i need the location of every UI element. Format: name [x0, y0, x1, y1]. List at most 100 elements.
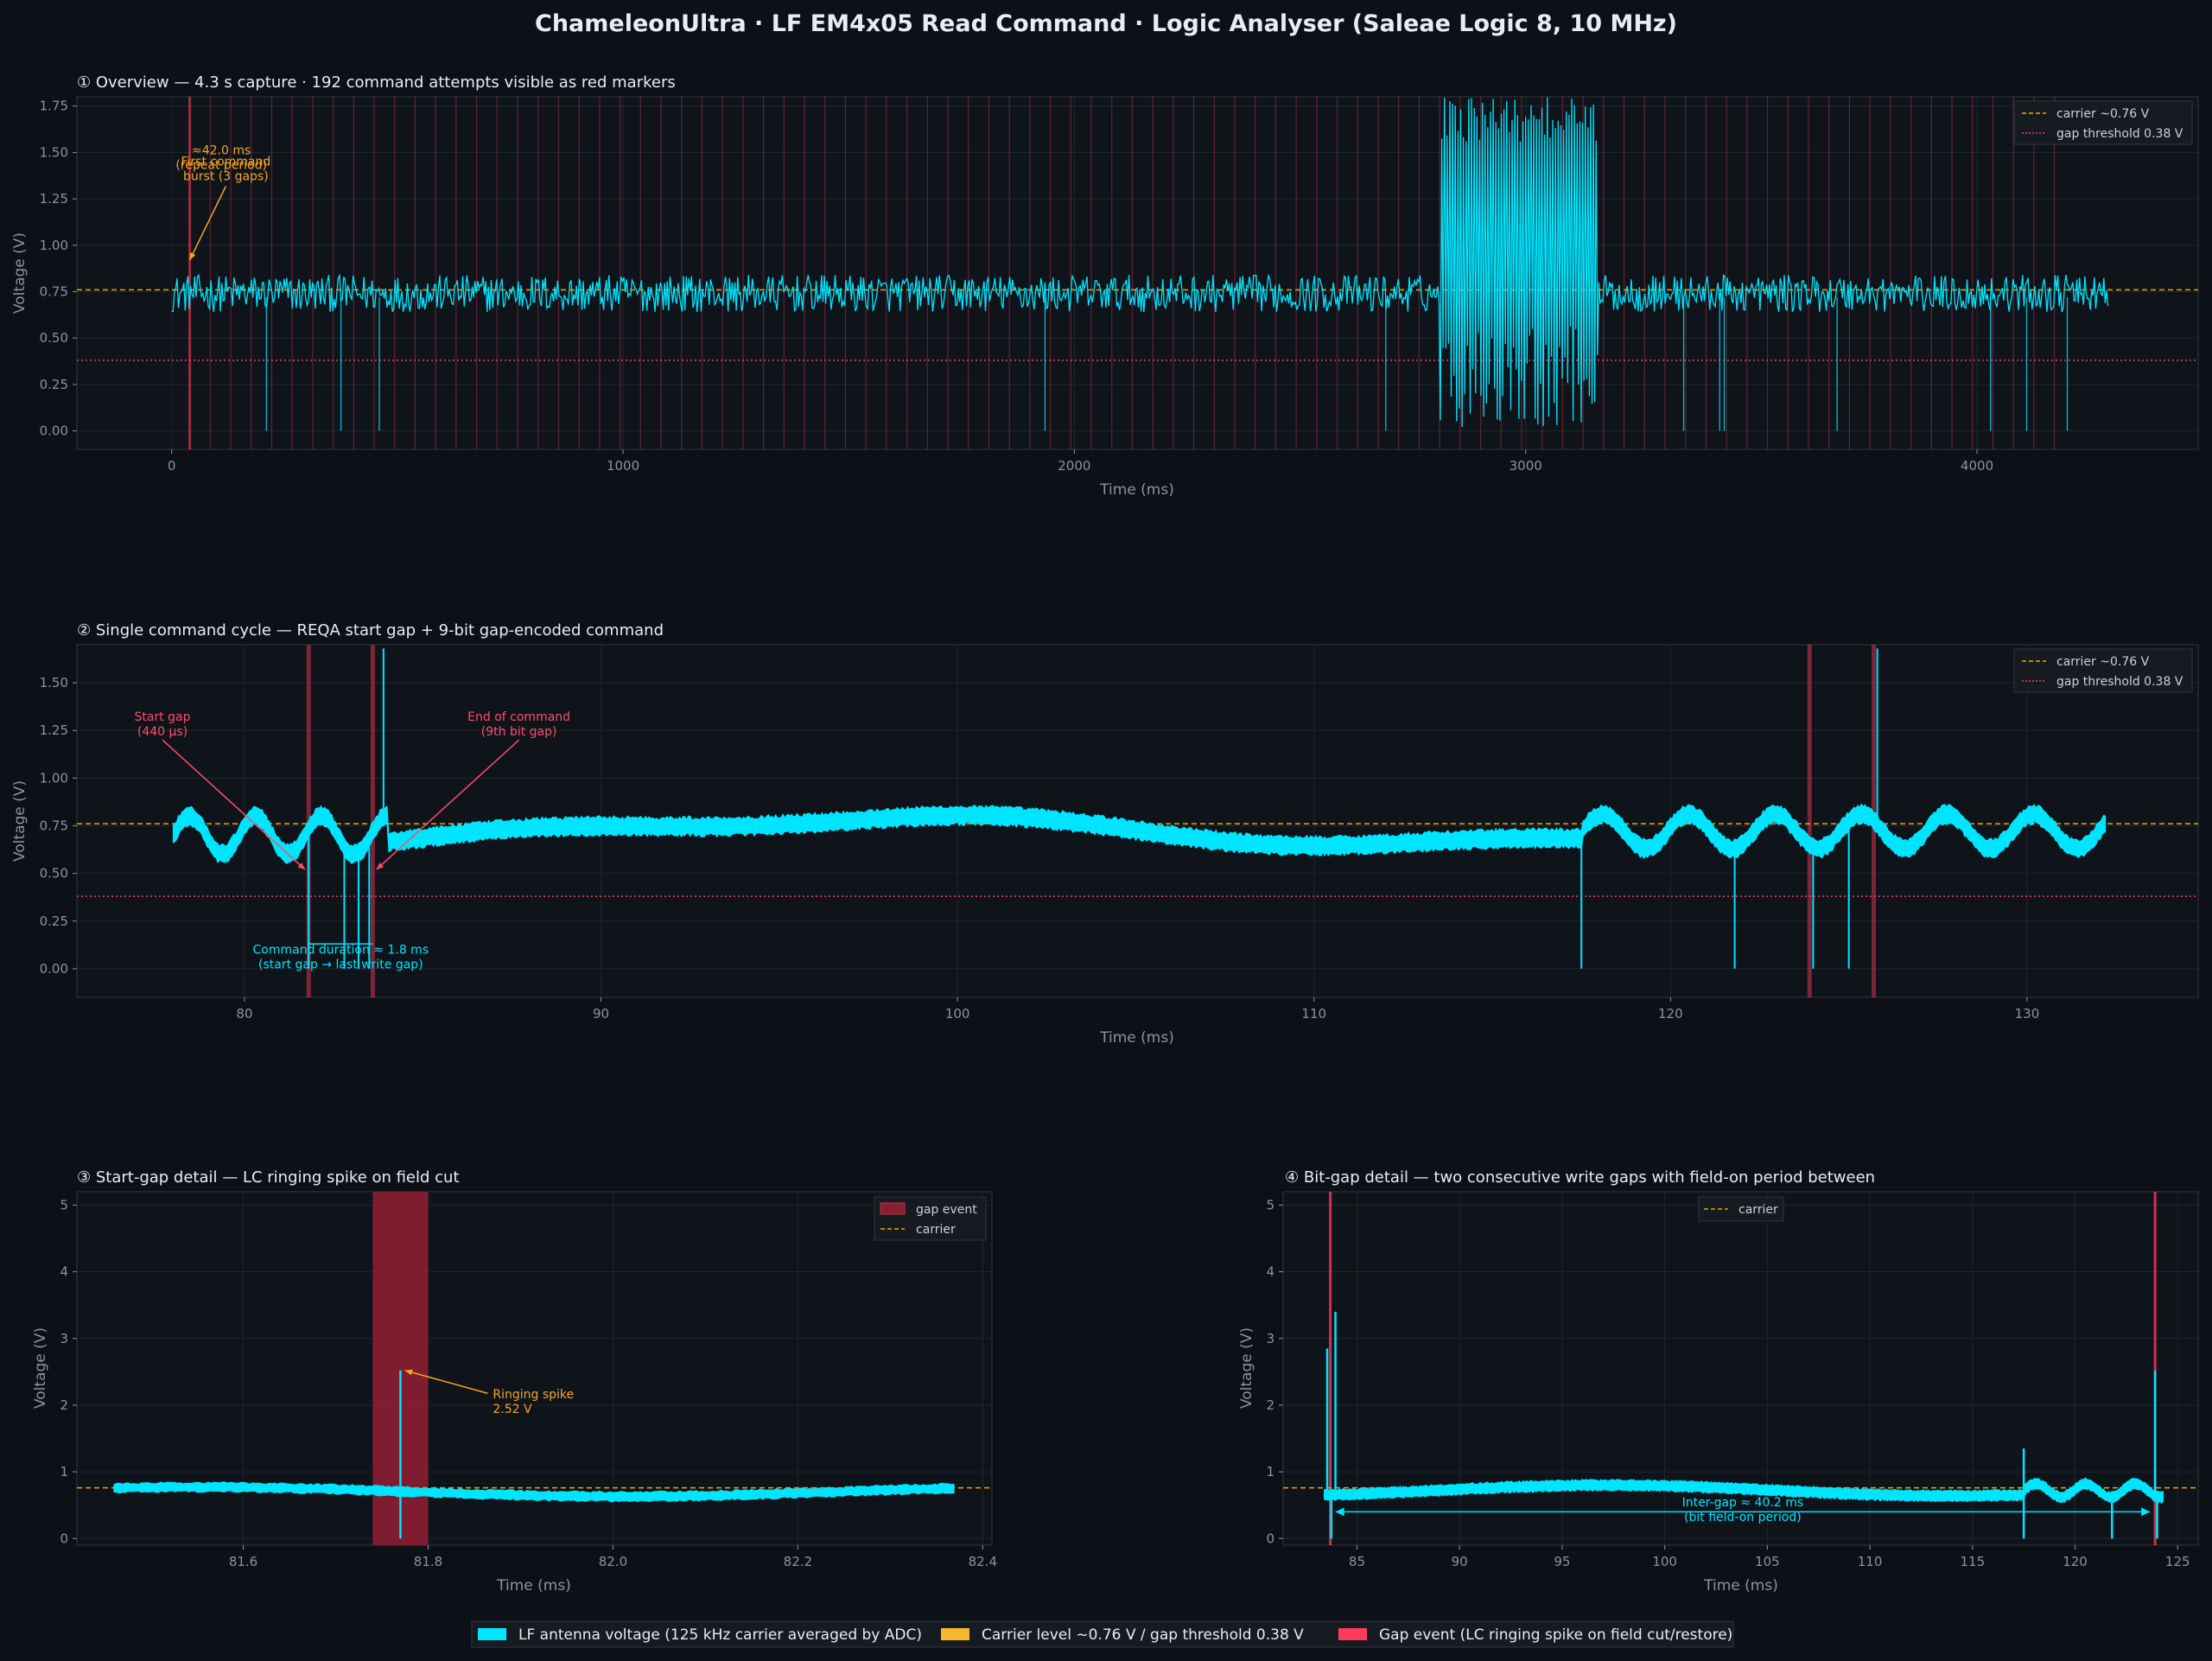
y-tick-label: 0.25 — [40, 377, 68, 392]
single-cycle-xlabel: Time (ms) — [1099, 1029, 1174, 1047]
y-tick-label: 1.00 — [40, 238, 68, 253]
y-tick-label: 1.75 — [40, 99, 68, 114]
overview-annotation-burst-line: First command — [181, 155, 270, 169]
single-cycle-annotations: Start gap (440 µs) End of command (9th bit … — [135, 710, 571, 971]
x-tick-label: 110 — [1858, 1554, 1883, 1569]
overview-annotation-burst-line: burst (3 gaps) — [183, 169, 269, 183]
single-cycle-legend-carrier: carrier ~0.76 V — [2056, 655, 2150, 669]
x-tick-label: 81.6 — [229, 1554, 257, 1569]
x-tick-label: 120 — [1658, 1006, 1683, 1021]
bit-gap-annotation-intergap: Inter-gap ≈ 40.2 ms (bit field-on period) — [1682, 1496, 1804, 1524]
x-tick-label: 100 — [945, 1006, 970, 1021]
single-cycle-ticks: 80 90 100 110 120 130 0.00 0.25 0.50 0.75 1.00 1.25… — [40, 675, 2040, 1021]
y-tick-label: 5 — [60, 1197, 68, 1212]
x-tick-label: 85 — [1349, 1554, 1365, 1569]
overview-annotations: ≈42.0 ms (repeat period)First command burs… — [175, 144, 270, 261]
y-tick-label: 4 — [60, 1264, 68, 1280]
single-cycle-annotation-end-line: (9th bit gap) — [481, 725, 557, 739]
y-tick-label: 0.00 — [40, 961, 68, 977]
start-gap-annotation-spike-line: 2.52 V — [493, 1403, 532, 1416]
x-tick-label: 82.2 — [784, 1554, 812, 1569]
intergap-span-head-right — [2141, 1507, 2151, 1517]
start-gap-title: ③ Start-gap detail — LC ringing spike on… — [77, 1168, 460, 1187]
y-tick-label: 0.50 — [40, 866, 68, 881]
y-tick-label: 4 — [1266, 1264, 1274, 1280]
start-gap-arrow-head — [404, 1369, 413, 1376]
x-tick-label: 130 — [2015, 1006, 2040, 1021]
y-tick-label: 0 — [60, 1531, 68, 1546]
figure-legend-gap: Gap event (LC ringing spike on field cut… — [1379, 1626, 1732, 1644]
figure-legend-box — [471, 1620, 1734, 1648]
single-cycle-legend: carrier ~0.76 V gap threshold 0.38 V — [2013, 648, 2193, 693]
figure-legend-signal: LF antenna voltage (125 kHz carrier aver… — [518, 1626, 922, 1644]
y-tick-label: 2 — [1266, 1397, 1274, 1413]
start-gap-legend-gap-swatch — [880, 1202, 906, 1215]
single-cycle-arrow-end — [376, 739, 520, 870]
y-tick-label: 5 — [1266, 1197, 1274, 1212]
bit-gap-ticks: 85 90 95 100 105 110 115 120 125 0 1 2 3 4 5 — [1266, 1197, 2190, 1569]
x-tick-label: 125 — [2165, 1554, 2190, 1569]
x-tick-label: 120 — [2063, 1554, 2088, 1569]
y-tick-label: 1.25 — [40, 722, 68, 738]
start-gap-annotation-spike-line: Ringing spike — [493, 1388, 574, 1402]
single-cycle-legend-threshold: gap threshold 0.38 V — [2056, 675, 2183, 689]
bit-gap-annotation-intergap-line: (bit field-on period) — [1684, 1511, 1802, 1524]
overview-annotation-period: ≈42.0 ms (repeat period) — [175, 144, 267, 173]
x-tick-label: 0 — [168, 458, 176, 474]
start-gap-arrow — [404, 1370, 488, 1394]
start-gap-marks — [77, 1192, 992, 1545]
bit-gap-annotation-intergap-line: Inter-gap ≈ 40.2 ms — [1682, 1496, 1804, 1510]
bit-gap-title: ④ Bit-gap detail — two consecutive write… — [1285, 1168, 1875, 1187]
y-tick-label: 0.25 — [40, 913, 68, 929]
x-tick-label: 2000 — [1058, 458, 1090, 474]
start-gap-xlabel: Time (ms) — [496, 1577, 571, 1594]
x-tick-label: 115 — [1960, 1554, 1985, 1569]
bit-gap-annotations: Inter-gap ≈ 40.2 ms (bit field-on period) — [1335, 1496, 2151, 1524]
single-cycle-annotation-start-line: Start gap — [135, 710, 191, 724]
x-tick-label: 90 — [1452, 1554, 1468, 1569]
signal-band — [113, 1481, 955, 1503]
signal-trace — [171, 97, 2109, 428]
start-gap-annotations: Ringing spike 2.52 V — [404, 1369, 574, 1416]
y-tick-label: 1.50 — [40, 144, 68, 160]
start-gap-panel: ③ Start-gap detail — LC ringing spike on… — [32, 1168, 997, 1594]
figure-legend-carrier-swatch — [941, 1628, 969, 1640]
overview-annotation-period-line: (repeat period) — [175, 159, 267, 173]
y-tick-label: 3 — [60, 1331, 68, 1346]
bit-gap-legend-carrier: carrier — [1738, 1203, 1778, 1217]
y-tick-label: 1.50 — [40, 675, 68, 690]
single-cycle-annotation-end: End of command (9th bit gap) — [467, 710, 570, 739]
single-cycle-arrow-start-head — [297, 862, 306, 870]
y-tick-label: 0.75 — [40, 818, 68, 834]
figure-legend-gap-swatch — [1338, 1628, 1367, 1640]
bit-gap-marks — [1283, 1192, 2198, 1545]
figure-legend-signal-swatch — [478, 1628, 506, 1640]
overview-annotation-period-line: ≈42.0 ms — [192, 144, 251, 158]
start-gap-annotation-spike: Ringing spike 2.52 V — [493, 1388, 574, 1416]
overview-panel: ① Overview — 4.3 s capture · 192 command… — [11, 73, 2199, 499]
x-tick-label: 105 — [1755, 1554, 1780, 1569]
single-cycle-annotation-end-line: End of command — [467, 710, 570, 724]
bit-gap-xlabel: Time (ms) — [1703, 1577, 1778, 1594]
y-tick-label: 0.75 — [40, 283, 68, 299]
single-cycle-annotation-start: Start gap (440 µs) — [135, 710, 191, 739]
y-tick-label: 1 — [60, 1464, 68, 1480]
overview-annotation-arrow — [188, 186, 227, 261]
x-tick-label: 1000 — [607, 458, 639, 474]
start-gap-legend: gap event carrier — [874, 1196, 987, 1241]
single-cycle-arrow-end-head — [376, 862, 385, 870]
single-cycle-annotation-start-line: (440 µs) — [137, 725, 188, 739]
y-tick-label: 1 — [1266, 1464, 1274, 1480]
figure-legend-carrier: Carrier level ~0.76 V / gap threshold 0.… — [982, 1626, 1304, 1644]
overview-title: ① Overview — 4.3 s capture · 192 command… — [77, 73, 676, 92]
overview-legend-box — [2013, 100, 2193, 145]
overview-ylabel: Voltage (V) — [11, 232, 29, 314]
start-gap-legend-carrier: carrier — [916, 1223, 956, 1237]
x-tick-label: 110 — [1301, 1006, 1326, 1021]
x-tick-label: 100 — [1652, 1554, 1677, 1569]
y-tick-label: 0.00 — [40, 423, 68, 439]
bit-gap-panel: ④ Bit-gap detail — two consecutive write… — [1238, 1168, 2199, 1594]
signal-band — [172, 803, 2107, 864]
signal-band — [1324, 1477, 2164, 1504]
